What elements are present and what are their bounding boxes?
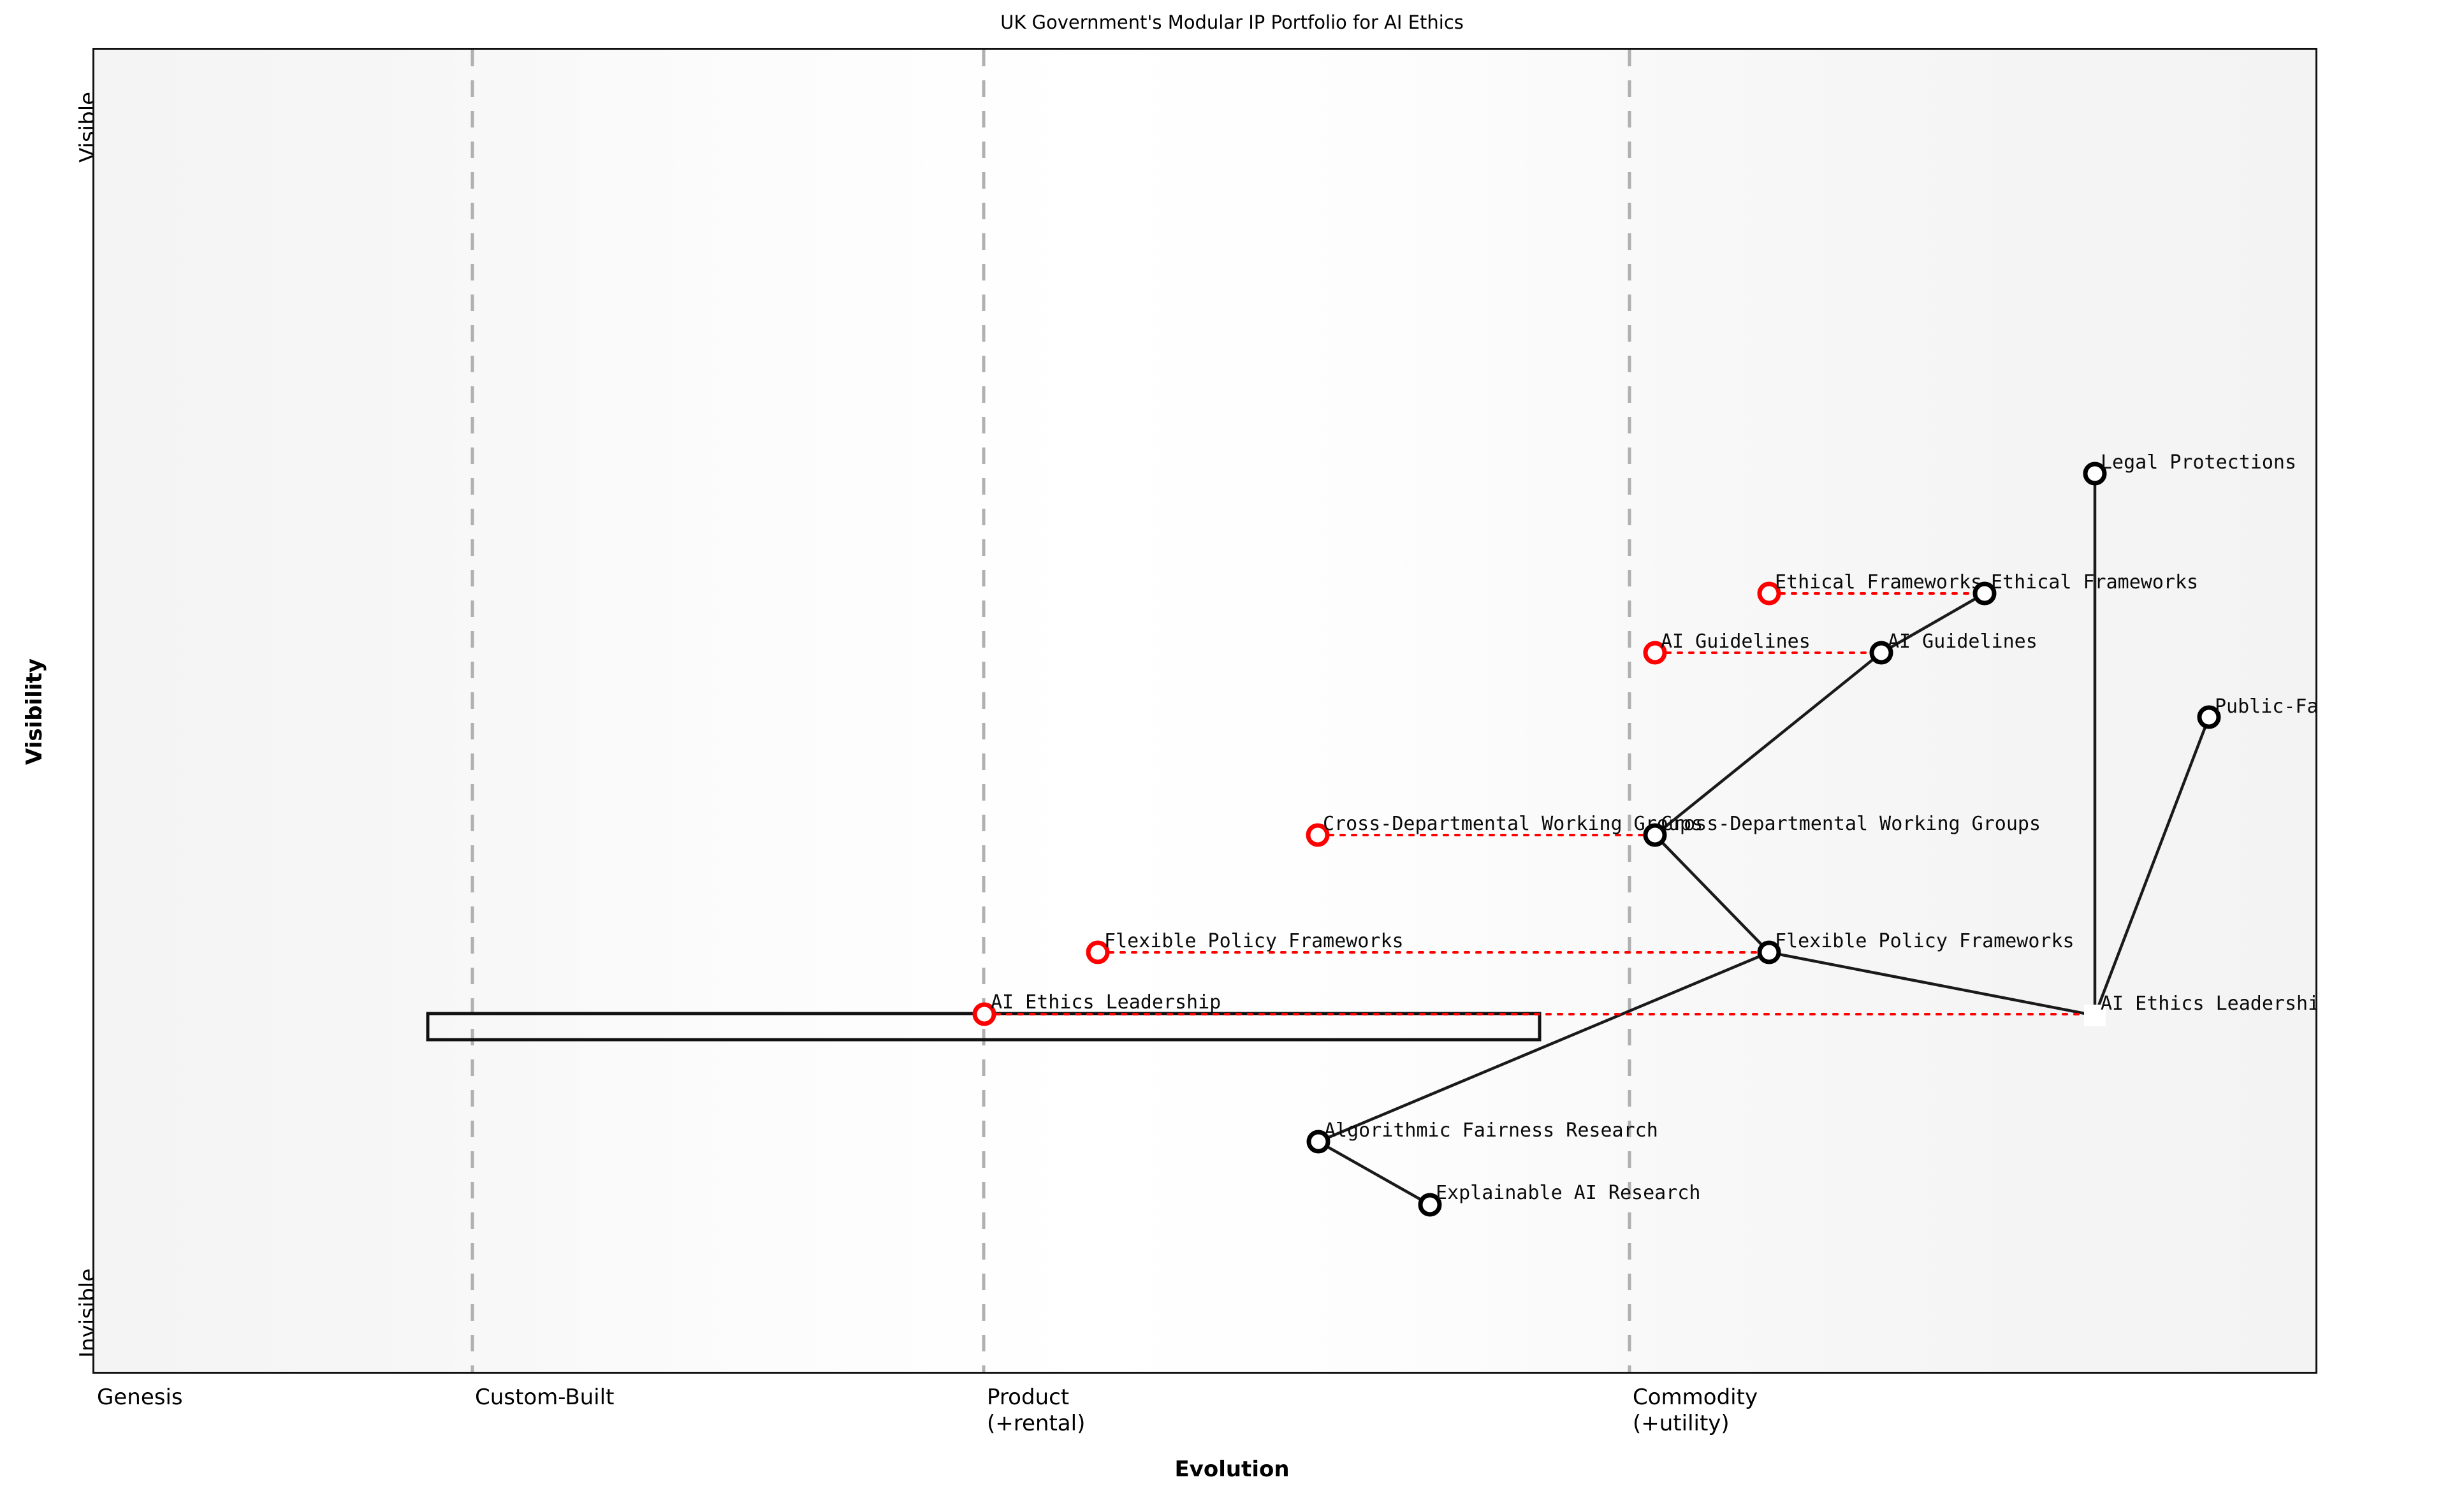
label-target-ethical-frameworks: Ethical Frameworks: [1991, 571, 2199, 593]
node-target-explainable-ai-research[interactable]: [1418, 1193, 1442, 1217]
label-target-explainable-ai-research: Explainable AI Research: [1436, 1182, 1701, 1204]
label-target-cross-departmental-working-groups: Cross-Departmental Working Groups: [1661, 813, 2041, 835]
dependency-links: [1317, 474, 2211, 1206]
x-tick-genesis: Genesis: [97, 1385, 183, 1410]
node-target-ai-guidelines[interactable]: [1869, 641, 1893, 665]
evolution-gridlines: [470, 50, 1631, 1372]
node-current-cross-departmental-working-groups[interactable]: [1306, 823, 1330, 847]
node-target-cross-departmental-working-groups[interactable]: [1643, 823, 1667, 847]
label-target-ai-guidelines: AI Guidelines: [1888, 630, 2038, 653]
link-ai-guidelines-cross-dept: [1654, 651, 1883, 836]
label-target-legal-protections: Legal Protections: [2101, 451, 2297, 474]
link-flexible-policy-ai-ethics-leadership: [1768, 950, 2096, 1017]
label-current-ai-ethics-leadership: AI Ethics Leadership: [991, 991, 1221, 1014]
node-target-legal-protections[interactable]: [2083, 462, 2107, 486]
node-target-flexible-policy-frameworks[interactable]: [1757, 940, 1781, 964]
link-cross-dept-flexible-policy: [1654, 834, 1770, 954]
page-title: UK Government's Modular IP Portfolio for…: [1000, 11, 1464, 33]
link-flexible-policy-algorithmic-fairness: [1318, 950, 1770, 1144]
label-target-ai-ethics-leadership: AI Ethics Leadership: [2101, 993, 2317, 1015]
wardley-map-canvas: [426, 50, 2221, 1372]
link-public-facing-ai-ethics-leadership: [2093, 716, 2211, 1016]
label-current-ethical-frameworks: Ethical Frameworks: [1775, 571, 1983, 593]
node-current-ai-ethics-leadership[interactable]: [972, 1002, 996, 1026]
label-current-flexible-policy-frameworks: Flexible Policy Frameworks: [1104, 930, 1404, 952]
x-tick-commodity: Commodity (+utility): [1633, 1385, 1758, 1437]
link-algorithmic-fairness-explainable-ai: [1317, 1140, 1431, 1206]
label-current-ai-guidelines: AI Guidelines: [1661, 630, 1811, 653]
label-current-cross-departmental-working-groups: Cross-Departmental Working Groups: [1323, 813, 1703, 835]
node-target-ethical-frameworks[interactable]: [1972, 581, 1997, 606]
x-tick-custom-built: Custom-Built: [475, 1385, 615, 1410]
plot-area: AI Ethics Leadership Flexible Policy Fra…: [92, 48, 2317, 1374]
current-component-markers: [972, 581, 1781, 1026]
node-target-ai-ethics-leadership[interactable]: [2084, 1005, 2106, 1026]
node-target-algorithmic-fairness-research[interactable]: [1306, 1130, 1330, 1154]
movement-lines: [983, 592, 2096, 1015]
label-target-public-facing-initiatives: Public-Facing Initiatives: [2215, 695, 2317, 718]
x-axis-title: Evolution: [1174, 1457, 1290, 1482]
node-current-ai-guidelines[interactable]: [1643, 641, 1667, 665]
node-current-ethical-frameworks[interactable]: [1757, 581, 1781, 606]
node-target-public-facing-initiatives[interactable]: [2197, 705, 2221, 729]
node-current-flexible-policy-frameworks[interactable]: [1086, 940, 1110, 964]
link-ethical-frameworks-ai-guidelines: [1880, 592, 1986, 654]
y-axis-title: Visibility: [22, 658, 47, 765]
label-target-algorithmic-fairness-research: Algorithmic Fairness Research: [1324, 1119, 1658, 1142]
label-target-flexible-policy-frameworks: Flexible Policy Frameworks: [1775, 930, 2074, 952]
x-tick-product: Product (+rental): [987, 1385, 1086, 1437]
target-component-markers: [1306, 462, 2221, 1217]
